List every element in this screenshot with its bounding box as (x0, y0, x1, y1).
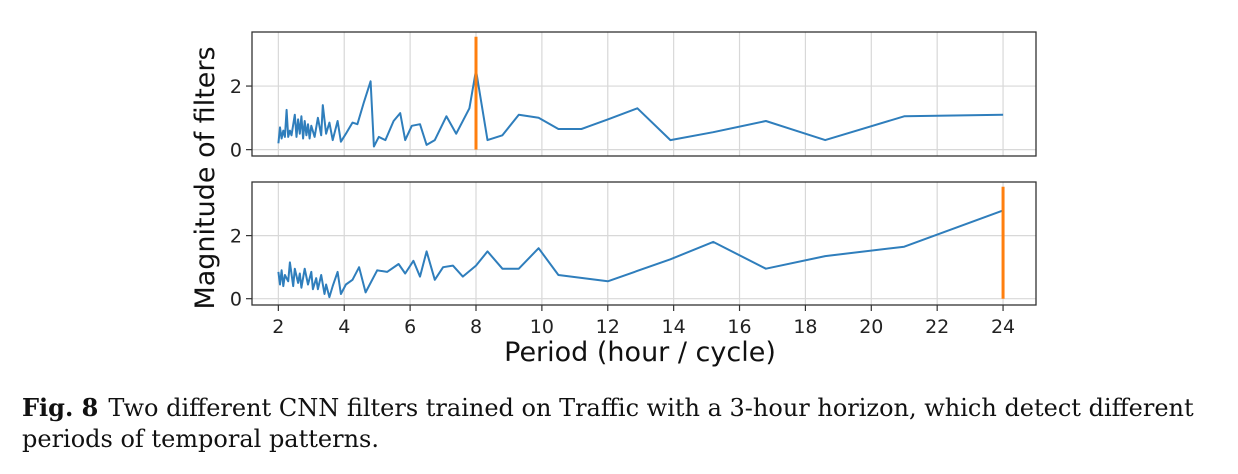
x-tick-label: 22 (925, 316, 949, 338)
y-axis-label: Magnitude of filters (190, 46, 221, 309)
caption-text: Two different CNN filters trained on Tra… (22, 394, 1194, 453)
y-tick-label: 0 (230, 140, 242, 162)
x-tick-label: 20 (859, 316, 883, 338)
x-tick-label: 18 (793, 316, 817, 338)
figure-caption: Fig. 8 Two different CNN filters trained … (22, 392, 1222, 455)
x-tick-label: 2 (272, 316, 284, 338)
x-tick-labels: 2 4 6 8 10 12 14 16 18 20 22 24 (272, 305, 1015, 338)
y-tick-label: 2 (230, 76, 242, 98)
y-tick-label: 2 (230, 226, 242, 248)
x-tick-label: 24 (991, 316, 1015, 338)
x-tick-label: 6 (404, 316, 416, 338)
axes-frame (251, 31, 1037, 157)
x-axis-label: Period (hour / cycle) (504, 337, 776, 368)
top-panel: 02 (230, 31, 1037, 162)
x-tick-label: 4 (338, 316, 350, 338)
bottom-panel: 02 (230, 181, 1037, 311)
figure: 02 02 2 4 6 8 10 12 14 16 18 20 22 24 Period (hour … (190, 31, 1037, 368)
x-tick-label: 8 (470, 316, 482, 338)
x-tick-label: 14 (662, 316, 686, 338)
y-tick-label: 0 (230, 289, 242, 311)
x-tick-label: 10 (530, 316, 554, 338)
x-tick-label: 12 (596, 316, 620, 338)
filter-magnitude-line (277, 209, 1004, 299)
x-tick-label: 16 (727, 316, 751, 338)
axes-frame (251, 181, 1037, 306)
filter-magnitude-line (277, 69, 1004, 148)
plot-area (252, 32, 1036, 156)
caption-label: Fig. 8 (22, 393, 99, 422)
plot-area (252, 182, 1036, 305)
